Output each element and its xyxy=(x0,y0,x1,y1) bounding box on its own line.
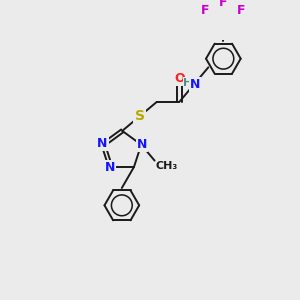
Text: N: N xyxy=(104,161,115,174)
Text: F: F xyxy=(219,0,228,9)
Text: F: F xyxy=(237,4,246,16)
Text: CH₃: CH₃ xyxy=(155,161,178,172)
Text: O: O xyxy=(174,72,185,85)
Text: N: N xyxy=(190,78,200,91)
Text: N: N xyxy=(97,137,108,150)
Text: F: F xyxy=(201,4,209,16)
Text: H: H xyxy=(183,78,192,88)
Text: N: N xyxy=(137,138,147,151)
Text: S: S xyxy=(134,110,145,123)
